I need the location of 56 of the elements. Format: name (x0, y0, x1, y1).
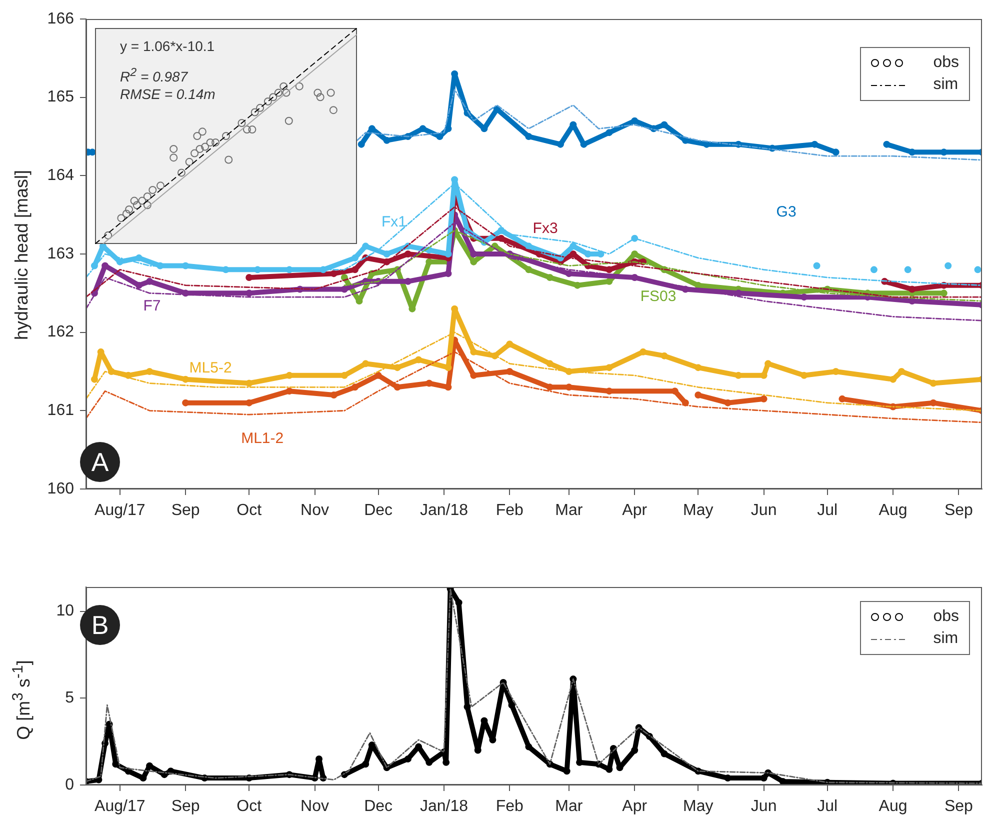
y-tick-label: 10 (56, 602, 74, 620)
x-tick-label: Aug/17 (94, 798, 146, 816)
x-tick-label: Dec (364, 798, 393, 816)
x-tick-label: Jun (750, 798, 777, 816)
x-tick-label: Mar (555, 798, 584, 816)
series-label: Fx3 (532, 220, 558, 238)
panel-label: B (80, 605, 120, 645)
x-tick-label: Jul (817, 798, 838, 816)
x-tick-label: Jun (750, 502, 777, 520)
x-tick-label: Dec (364, 502, 393, 520)
series-label: ML5-2 (189, 359, 232, 376)
x-tick-label: May (683, 502, 714, 520)
series-label: FS03 (640, 288, 676, 305)
x-tick-label: Nov (300, 502, 329, 520)
x-tick-label: Sep (944, 798, 974, 816)
series-label: ML1-2 (241, 430, 284, 448)
y-tick-label: 5 (65, 690, 74, 707)
x-tick-label: Sep (944, 502, 974, 520)
y-tick-label: 165 (47, 88, 74, 106)
y-tick-label: 162 (47, 324, 74, 341)
y-tick-label: 161 (47, 402, 74, 420)
annotation: obs (933, 54, 959, 72)
annotation: R$^{2}$ = 0.987 (120, 66, 188, 85)
y-tick-label: 0 (65, 776, 74, 794)
annotation: sim (933, 76, 958, 94)
panel-label: A (80, 442, 120, 482)
x-tick-label: Apr (622, 798, 648, 816)
annotation: RMSE = 0.14m (120, 86, 216, 102)
y-tick-label: 160 (47, 480, 74, 498)
legend-label: obs (933, 608, 959, 626)
y-axis-title: hydraulic head [masl] (12, 170, 32, 340)
x-tick-label: Jul (817, 502, 838, 520)
x-tick-label: Nov (300, 798, 329, 816)
y-tick-label: 164 (47, 167, 74, 184)
x-tick-label: May (683, 798, 714, 816)
x-tick-label: Jan/18 (420, 798, 468, 816)
x-tick-label: Oct (236, 798, 262, 816)
y-tick-label: 163 (47, 245, 74, 262)
x-tick-label: Mar (555, 502, 584, 520)
x-tick-label: Feb (496, 798, 524, 816)
key-box: obs sim (860, 47, 970, 101)
x-tick-label: Aug (878, 502, 908, 520)
x-tick-label: Apr (622, 502, 648, 520)
series-label: F7 (143, 297, 161, 314)
x-tick-label: Aug (878, 798, 908, 816)
x-tick-label: Feb (496, 502, 524, 520)
text: G3 (776, 203, 796, 220)
annotation: y = 1.06*x-10.1 (120, 38, 215, 54)
legend-label: sim (933, 630, 958, 648)
series-label: Fx1 (381, 213, 406, 230)
x-tick-label: Oct (236, 502, 262, 520)
x-tick-label: Aug/17 (94, 502, 146, 520)
y-tick-label: 166 (47, 10, 74, 28)
x-tick-label: Sep (171, 502, 200, 520)
x-tick-label: Sep (171, 798, 200, 816)
x-tick-label: Jan/18 (420, 502, 468, 520)
